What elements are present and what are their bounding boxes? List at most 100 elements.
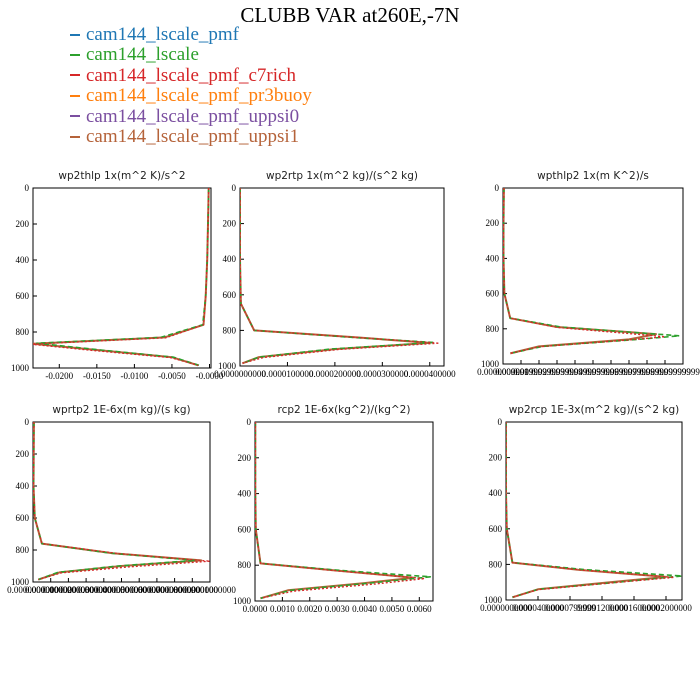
series-line bbox=[506, 422, 682, 599]
x-tick-label: 0.0000100000 bbox=[25, 585, 77, 595]
panel-title: wp2rtp 1x(m^2 kg)/(s^2 kg) bbox=[266, 170, 418, 182]
x-tick-label: 0.0499999999 bbox=[567, 367, 619, 377]
y-tick-label: 600 bbox=[16, 513, 30, 523]
panel-title: wp2thlp 1x(m^2 K)/s^2 bbox=[58, 170, 185, 182]
legend-label: cam144_lscale bbox=[86, 44, 199, 66]
x-tick-label: -0.0050 bbox=[158, 371, 186, 381]
panel-title: rcp2 1E-6x(kg^2)/(kg^2) bbox=[278, 404, 411, 416]
y-tick-label: 800 bbox=[223, 325, 237, 335]
x-tick-label: -0.0150 bbox=[83, 371, 111, 381]
x-tick-label: 0.0060 bbox=[407, 604, 432, 614]
series-line bbox=[240, 188, 431, 365]
legend-item: cam144_lscale_pmf_pr3buoy bbox=[70, 86, 312, 106]
x-tick-label: 0.0000100000 bbox=[262, 369, 314, 379]
x-tick-label: 0.0399999999 bbox=[549, 367, 601, 377]
legend-swatch bbox=[70, 115, 80, 118]
x-tick-label: 0.0020 bbox=[297, 604, 322, 614]
x-tick-label: 0.0000400000 bbox=[512, 603, 564, 613]
legend-item: cam144_lscale_pmf_c7rich bbox=[70, 64, 312, 86]
y-tick-label: 800 bbox=[486, 324, 500, 334]
x-tick-label: 0.0099999999 bbox=[495, 367, 547, 377]
y-tick-label: 800 bbox=[16, 545, 30, 555]
series-line bbox=[33, 422, 210, 581]
legend-label: cam144_lscale_pmf bbox=[86, 24, 240, 45]
y-tick-label: 200 bbox=[489, 453, 503, 463]
series-line bbox=[33, 422, 197, 581]
y-tick-label: 600 bbox=[486, 289, 500, 299]
x-tick-label: 0.0000000000 bbox=[480, 603, 532, 613]
y-tick-label: 200 bbox=[16, 449, 30, 459]
legend-swatch bbox=[70, 135, 80, 138]
plot-frame bbox=[505, 421, 683, 601]
y-tick-label: 400 bbox=[16, 255, 30, 265]
legend-item: cam144_lscale_pmf bbox=[70, 24, 312, 45]
chart-panel: wpthlp2 1x(m K^2)/s 0 200 400 600 800 10000.00… bbox=[477, 170, 700, 377]
y-tick-label: 400 bbox=[486, 253, 500, 263]
x-tick-label: 0.0000600000 bbox=[113, 585, 165, 595]
y-tick-label: 0 bbox=[25, 417, 30, 427]
series-line bbox=[255, 422, 426, 599]
y-tick-label: 400 bbox=[223, 254, 237, 264]
x-tick-label: 0.0000400000 bbox=[404, 369, 456, 379]
legend-swatch bbox=[70, 74, 80, 77]
series-line bbox=[240, 188, 436, 365]
y-tick-label: 600 bbox=[16, 291, 30, 301]
series-line bbox=[506, 422, 667, 599]
x-tick-label: 0.0199999999 bbox=[513, 367, 565, 377]
x-tick-label: 0.0000000000 bbox=[477, 367, 529, 377]
x-tick-label: 0.0002000000 bbox=[640, 603, 692, 613]
legend-swatch bbox=[70, 33, 80, 36]
x-tick-label: 0.0030 bbox=[325, 604, 350, 614]
x-tick-label: 0.0999999999 bbox=[657, 367, 700, 377]
series-line bbox=[255, 422, 432, 600]
x-tick-label: 0.0000200000 bbox=[43, 585, 95, 595]
x-tick-label: 0.0000300000 bbox=[356, 369, 408, 379]
x-tick-label: 0.0000900000 bbox=[166, 585, 218, 595]
y-tick-label: 800 bbox=[238, 560, 252, 570]
y-tick-label: 600 bbox=[223, 290, 237, 300]
legend-label: cam144_lscale_pmf_uppsi1 bbox=[86, 126, 300, 148]
x-tick-label: 0.0599999999 bbox=[585, 367, 637, 377]
y-tick-label: 0 bbox=[495, 183, 500, 193]
panel-title: wp2rcp 1E-3x(m^2 kg)/(s^2 kg) bbox=[509, 404, 680, 416]
panel-title: wpthlp2 1x(m K^2)/s bbox=[537, 170, 649, 182]
x-tick-label: 0.0000000000 bbox=[7, 585, 59, 595]
x-tick-label: 0.0001200000 bbox=[576, 603, 628, 613]
x-tick-label: 0.0699999999 bbox=[603, 367, 655, 377]
y-tick-label: 1000 bbox=[11, 577, 30, 587]
y-tick-label: 200 bbox=[16, 219, 30, 229]
legend-label: cam144_lscale_pmf_c7rich bbox=[86, 64, 296, 86]
y-tick-label: 0 bbox=[498, 417, 503, 427]
plot-frame bbox=[239, 187, 445, 367]
chart-panel: wp2rcp 1E-3x(m^2 kg)/(s^2 kg) 0 200 400 600 8… bbox=[480, 404, 692, 613]
y-tick-label: 400 bbox=[238, 489, 252, 499]
x-tick-label: 0.0000700000 bbox=[131, 585, 183, 595]
y-tick-label: 800 bbox=[16, 327, 30, 337]
legend: cam144_lscale_pmf cam144_lscale cam144_l… bbox=[70, 24, 312, 148]
y-tick-label: 600 bbox=[489, 524, 503, 534]
series-line bbox=[35, 188, 210, 367]
series-line bbox=[33, 422, 203, 581]
chart-title: CLUBB VAR at260E,-7N bbox=[240, 3, 460, 27]
x-tick-label: 0.0000799999 bbox=[544, 603, 596, 613]
series-line bbox=[255, 422, 415, 600]
x-tick-label: 0.0000000000 bbox=[214, 369, 266, 379]
legend-item: cam144_lscale bbox=[70, 45, 312, 65]
y-tick-label: 400 bbox=[16, 481, 30, 491]
panel-title: wprtp2 1E-6x(m kg)/(s kg) bbox=[52, 404, 190, 416]
chart-panel: rcp2 1E-6x(kg^2)/(kg^2) 0 200 400 600 800 1000… bbox=[233, 404, 434, 614]
x-tick-label: -0.0000 bbox=[196, 371, 224, 381]
x-tick-label: 0.0000400000 bbox=[78, 585, 130, 595]
legend-label: cam144_lscale_pmf_uppsi0 bbox=[86, 105, 300, 127]
y-tick-label: 0 bbox=[247, 417, 252, 427]
y-tick-label: 1000 bbox=[11, 363, 30, 373]
chart-panel: wprtp2 1E-6x(m kg)/(s kg) 0 200 400 600 800 10… bbox=[7, 404, 236, 595]
series-line bbox=[503, 188, 666, 355]
x-tick-label: 0.0010 bbox=[270, 604, 295, 614]
y-tick-label: 0 bbox=[25, 183, 30, 193]
x-tick-label: 0.0001000000 bbox=[184, 585, 236, 595]
plot-frame bbox=[32, 187, 212, 369]
y-tick-label: 600 bbox=[238, 524, 252, 534]
y-tick-label: 400 bbox=[489, 488, 503, 498]
legend-swatch bbox=[70, 94, 80, 97]
